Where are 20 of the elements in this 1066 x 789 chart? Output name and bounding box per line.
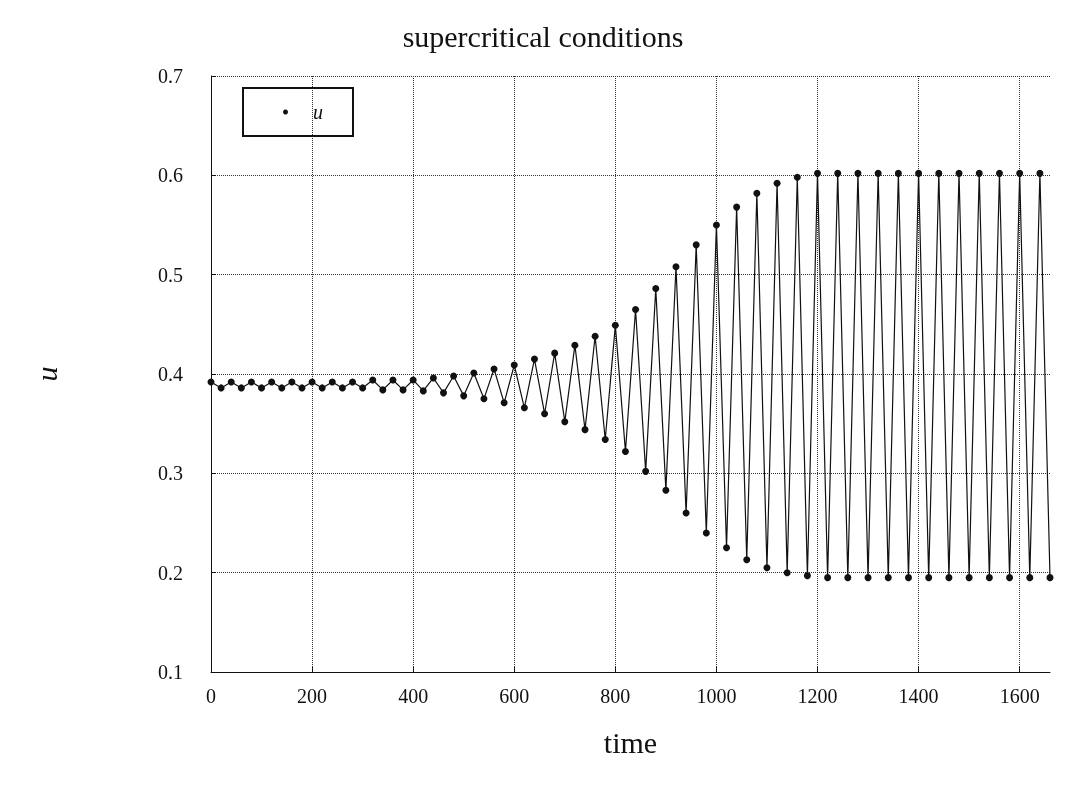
x-tick-label: 0 xyxy=(206,685,216,707)
x-tick-label: 600 xyxy=(499,685,530,707)
y-tick-label: 0.4 xyxy=(158,363,183,385)
x-tick-label: 1600 xyxy=(999,685,1040,707)
x-axis-title: time xyxy=(603,725,658,759)
chart-title: supercritical conditions xyxy=(402,19,684,53)
y-tick-label: 0.1 xyxy=(158,661,183,683)
y-tick-label: 0.7 xyxy=(158,65,183,87)
x-tick-label: 1000 xyxy=(696,685,737,707)
x-tick-label: 800 xyxy=(600,685,631,707)
y-tick-label: 0.6 xyxy=(158,164,183,187)
y-axis-title: u xyxy=(29,366,63,382)
x-tick-label: 200 xyxy=(297,685,328,707)
x-tick-label: 1200 xyxy=(797,685,838,707)
y-tick-label: 0.3 xyxy=(158,462,183,485)
y-tick-label: 0.2 xyxy=(158,561,183,584)
text: u xyxy=(313,101,323,123)
x-tick-label: 1400 xyxy=(898,685,939,707)
y-tick-label: 0.5 xyxy=(158,263,183,286)
x-tick-label: 400 xyxy=(398,685,429,707)
